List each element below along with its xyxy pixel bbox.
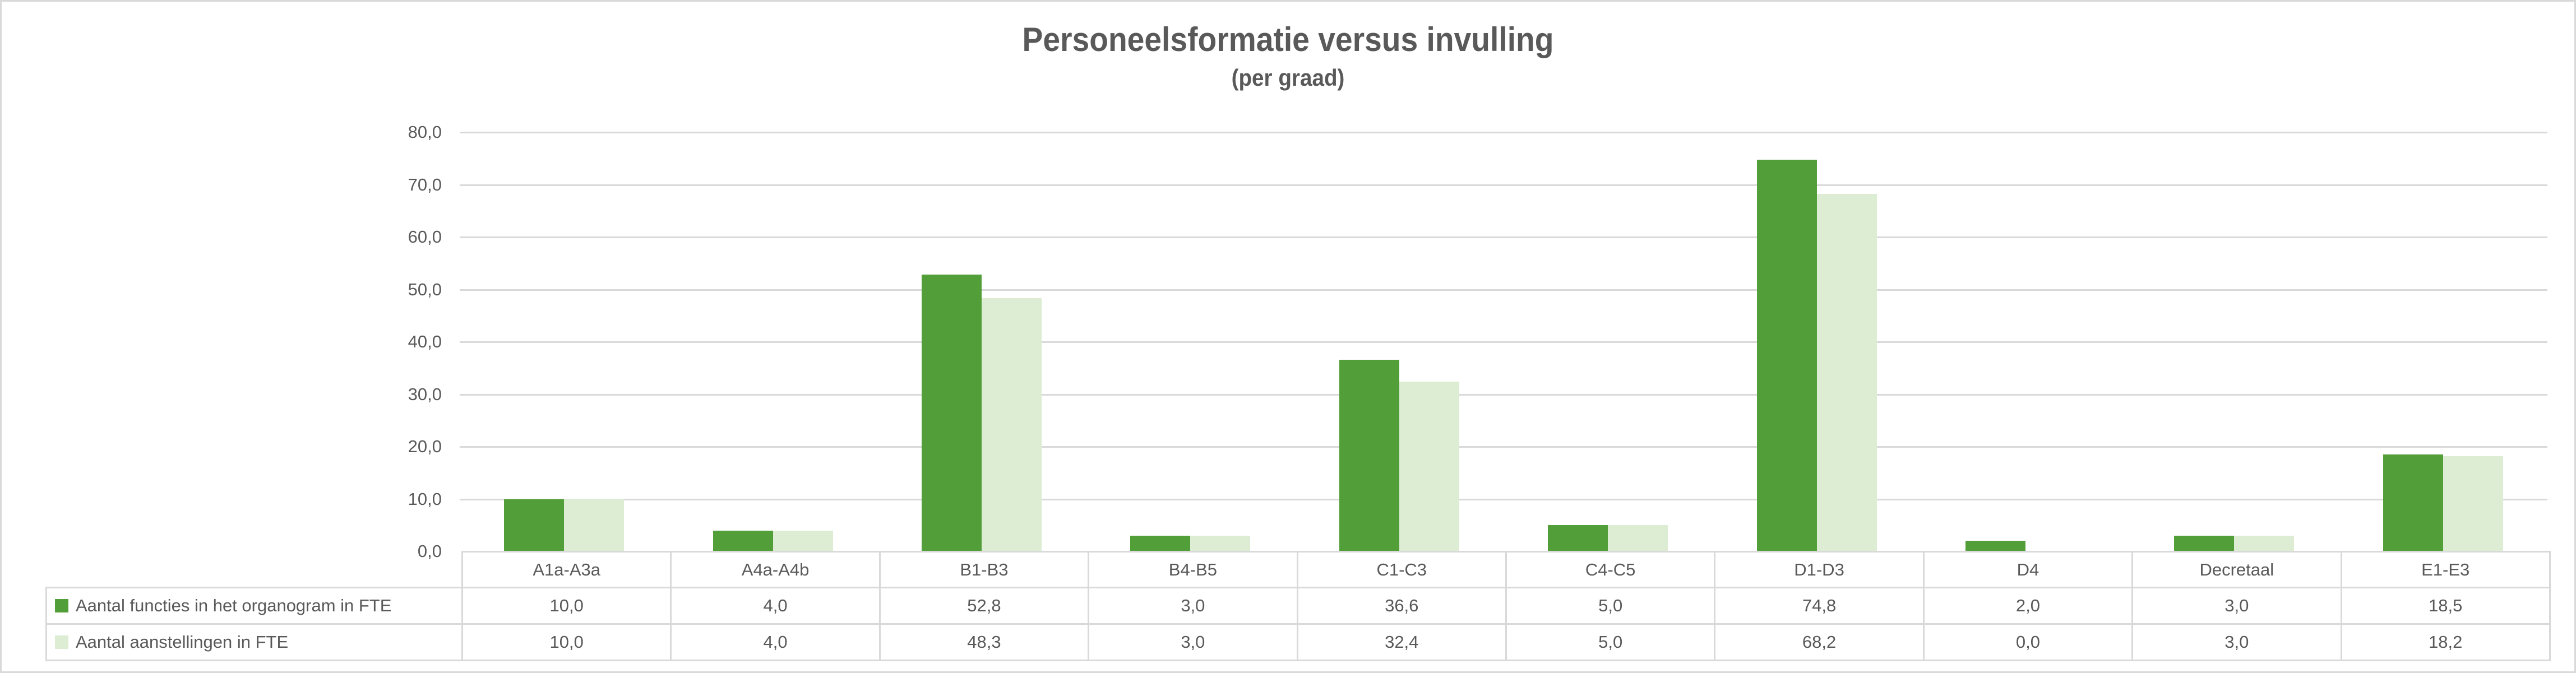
bar: [2383, 454, 2443, 551]
series-label-cell: Aantal aanstellingen in FTE: [45, 623, 463, 661]
value-cell: 3,0: [2131, 587, 2342, 625]
value-cell: 5,0: [1505, 587, 1716, 625]
category-header-cell: A4a-A4b: [670, 551, 881, 588]
bar: [1399, 382, 1459, 551]
chart-subtitle: (per graad): [1231, 64, 1345, 91]
y-tick-label: 80,0: [408, 122, 442, 142]
grid-line: [460, 184, 2547, 186]
value-cell: 4,0: [670, 623, 881, 661]
bar: [1130, 535, 1191, 551]
grid-line: [460, 236, 2547, 238]
bar: [1965, 541, 2025, 551]
grid-line: [460, 498, 2547, 500]
bar: [773, 530, 833, 551]
data-table: A1a-A3a A4a-A4b B1-B3 B4-B5 C1-C3 C4-C5 D1-D3 D…: [45, 551, 2551, 661]
table-corner-spacer: [47, 552, 463, 588]
value-cell: 3,0: [1088, 623, 1298, 661]
y-tick-label: 50,0: [408, 279, 442, 299]
bar: [2174, 535, 2235, 551]
category-header-cell: D4: [1922, 551, 2134, 588]
series-name: Aantal aanstellingen in FTE: [76, 632, 289, 652]
y-axis-labels: 80,0 70,0 60,0 50,0 40,0 30,0 20,0 10,0 0,0: [282, 122, 442, 561]
value-cell: 4,0: [670, 587, 881, 625]
bar: [713, 530, 773, 551]
category-header-cell: C4-C5: [1505, 551, 1716, 588]
series-name: Aantal functies in het organogram in FTE: [76, 596, 392, 615]
grid-line: [460, 393, 2547, 396]
bar: [1756, 159, 1817, 551]
category-header-cell: A1a-A3a: [461, 551, 672, 588]
legend-swatch: [55, 635, 68, 649]
bar: [1190, 535, 1251, 551]
series-label-cell: Aantal functies in het organogram in FTE: [45, 587, 463, 625]
value-cell: 32,4: [1296, 623, 1507, 661]
grid-line: [460, 341, 2547, 343]
value-cell: 0,0: [1922, 623, 2134, 661]
value-cell: 18,5: [2340, 587, 2551, 625]
bar: [1608, 525, 1668, 551]
y-tick-label: 30,0: [408, 384, 442, 404]
value-cell: 52,8: [878, 587, 1090, 625]
bar: [2234, 535, 2295, 551]
category-header-cell: B4-B5: [1088, 551, 1298, 588]
bar: [922, 275, 982, 551]
y-tick-label: 70,0: [408, 174, 442, 194]
plot-area: [460, 132, 2547, 551]
grid-line: [460, 446, 2547, 448]
value-cell: 74,8: [1714, 587, 1925, 625]
y-tick-label: 10,0: [408, 489, 442, 509]
bar: [1816, 194, 1877, 551]
value-cell: 48,3: [878, 623, 1090, 661]
value-cell: 3,0: [1088, 587, 1298, 625]
value-cell: 3,0: [2131, 623, 2342, 661]
category-header-cell: Decretaal: [2131, 551, 2342, 588]
y-tick-label: 60,0: [408, 227, 442, 247]
value-cell: 18,2: [2340, 623, 2551, 661]
value-cell: 10,0: [461, 623, 672, 661]
legend-swatch: [55, 599, 68, 612]
bar: [1339, 359, 1399, 551]
value-cell: 68,2: [1714, 623, 1925, 661]
value-cell: 5,0: [1505, 623, 1716, 661]
y-tick-label: 0,0: [417, 541, 442, 561]
value-cell: 2,0: [1922, 587, 2134, 625]
bar: [1548, 525, 1608, 551]
value-cell: 10,0: [461, 587, 672, 625]
category-header-cell: C1-C3: [1296, 551, 1507, 588]
category-header-cell: B1-B3: [878, 551, 1090, 588]
value-cell: 36,6: [1296, 587, 1507, 625]
chart-title: Personeelsformatie versus invulling: [1022, 21, 1554, 58]
bar: [2443, 456, 2503, 551]
y-tick-label: 20,0: [408, 437, 442, 456]
grid-line: [460, 289, 2547, 291]
bar: [982, 298, 1042, 551]
y-tick-label: 40,0: [408, 332, 442, 351]
bar: [504, 499, 565, 551]
grid-line: [460, 132, 2547, 133]
category-header-cell: E1-E3: [2340, 551, 2551, 588]
bar: [564, 499, 625, 551]
category-header-cell: D1-D3: [1714, 551, 1925, 588]
